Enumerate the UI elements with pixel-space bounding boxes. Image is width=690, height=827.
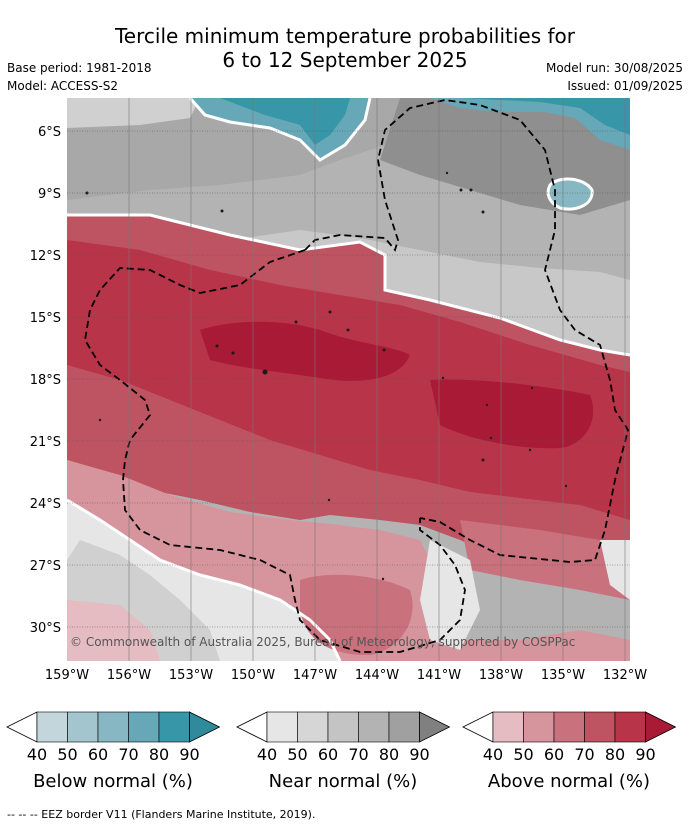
tercile-map: © Commonwealth of Australia 2025, Bureau… <box>6 98 677 764</box>
lat-label: 24°S <box>30 497 61 512</box>
title-line-1: Tercile minimum temperature probabilitie… <box>114 24 576 48</box>
colorbar-swatch <box>492 711 524 743</box>
colorbar-1: 40 50 60 70 80 90 <box>236 711 451 764</box>
colorbar-swatch <box>358 711 390 743</box>
colorbar-swatch <box>266 711 298 743</box>
colorbar-swatch <box>97 711 129 743</box>
colorbar-tick-label: 40 <box>257 745 277 764</box>
colorbar-swatch <box>388 711 420 743</box>
lon-label: 132°W <box>603 668 647 683</box>
colorbar-tick-label: 80 <box>605 745 625 764</box>
lon-label: 144°W <box>355 668 399 683</box>
colorbar-tick-label: 60 <box>318 745 338 764</box>
lat-label: 27°S <box>30 559 61 574</box>
eez-borders <box>84 99 629 653</box>
colorbar-arrow-high <box>645 711 677 743</box>
colorbar-arrow-low <box>236 711 268 743</box>
colorbar-tick-label: 50 <box>513 745 533 764</box>
colorbar-swatch <box>67 711 99 743</box>
lon-label: 138°W <box>479 668 523 683</box>
colorbar-swatch <box>523 711 555 743</box>
colorbar-tick-label: 90 <box>179 745 199 764</box>
probability-field <box>67 98 630 661</box>
colorbar-tick-label: 70 <box>118 745 138 764</box>
colorbar-tick-label: 70 <box>348 745 368 764</box>
lat-label: 18°S <box>30 373 61 388</box>
colorbar-arrow-high <box>189 711 221 743</box>
lon-label: 153°W <box>169 668 213 683</box>
lat-label: 9°S <box>38 187 61 202</box>
lat-label: 15°S <box>30 311 61 326</box>
copyright-text: © Commonwealth of Australia 2025, Bureau… <box>70 635 575 649</box>
colorbar-swatch <box>614 711 646 743</box>
colorbar-tick-label: 50 <box>287 745 307 764</box>
colorbar-tick-label: 90 <box>409 745 429 764</box>
colorbar-arrow-high <box>419 711 451 743</box>
colorbar-title-above: Above normal (%) <box>487 771 651 792</box>
colorbar-tick-label: 40 <box>27 745 47 764</box>
colorbars: 40 50 60 70 80 90 40 50 60 70 80 90 40 50 60 70 80 90 <box>6 711 677 764</box>
lat-label: 21°S <box>30 435 61 450</box>
lon-label: 150°W <box>231 668 275 683</box>
lon-label: 147°W <box>293 668 337 683</box>
lat-label: 30°S <box>30 621 61 636</box>
colorbar-title-below: Below normal (%) <box>33 771 193 792</box>
lat-label: 6°S <box>38 125 61 140</box>
eez-footnote: -- -- -- EEZ border V11 (Flanders Marine… <box>7 808 316 821</box>
base-period: Base period: 1981-2018 <box>7 61 152 75</box>
island-markers <box>85 171 568 581</box>
colorbar-swatch <box>36 711 68 743</box>
lon-label: 141°W <box>417 668 461 683</box>
colorbar-tick-label: 80 <box>379 745 399 764</box>
lon-label: 135°W <box>541 668 585 683</box>
title-line-2: 6 to 12 September 2025 <box>222 48 468 72</box>
model-run: Model run: 30/08/2025 <box>545 61 683 75</box>
colorbar-tick-label: 70 <box>574 745 594 764</box>
colorbar-title-near: Near normal (%) <box>268 771 418 792</box>
colorbar-swatch <box>297 711 329 743</box>
colorbar-2: 40 50 60 70 80 90 <box>462 711 677 764</box>
colorbar-tick-label: 80 <box>149 745 169 764</box>
colorbar-tick-label: 50 <box>57 745 77 764</box>
colorbar-0: 40 50 60 70 80 90 <box>6 711 221 764</box>
colorbar-swatch <box>128 711 160 743</box>
issued-date: Issued: 01/09/2025 <box>567 79 683 93</box>
model-name: Model: ACCESS-S2 <box>7 79 119 93</box>
colorbar-swatch <box>584 711 616 743</box>
colorbar-tick-label: 60 <box>544 745 564 764</box>
colorbar-arrow-low <box>6 711 38 743</box>
colorbar-tick-label: 90 <box>635 745 655 764</box>
lat-label: 12°S <box>30 249 61 264</box>
lon-label: 159°W <box>45 668 89 683</box>
lon-labels: 159°W 156°W 153°W 150°W 147°W 144°W 141°… <box>45 668 647 683</box>
colorbar-tick-label: 60 <box>88 745 108 764</box>
colorbar-swatch <box>553 711 585 743</box>
colorbar-swatch <box>158 711 190 743</box>
graticule-meridians <box>128 98 626 661</box>
lon-label: 156°W <box>107 668 151 683</box>
colorbar-swatch <box>327 711 359 743</box>
lat-labels: 6°S 9°S 12°S 15°S 18°S 21°S 24°S 27°S 30… <box>30 125 61 636</box>
colorbar-tick-label: 40 <box>483 745 503 764</box>
colorbar-arrow-low <box>462 711 494 743</box>
